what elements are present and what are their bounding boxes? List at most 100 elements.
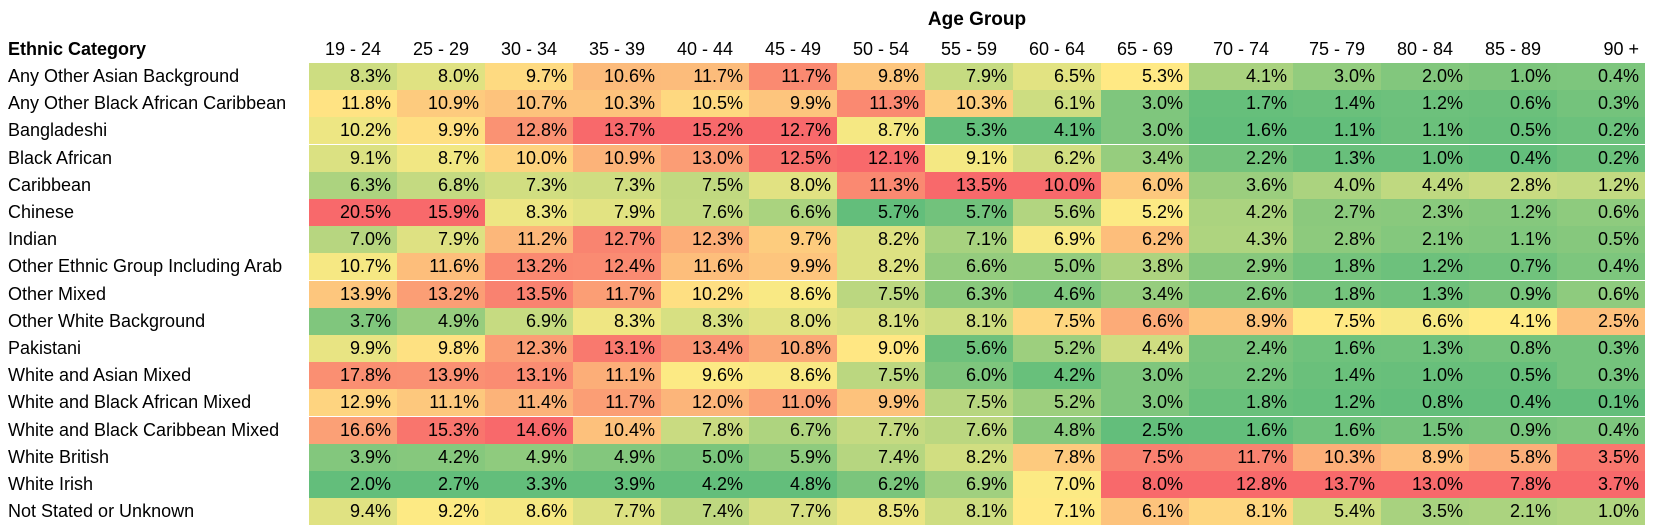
row-label: Any Other Asian Background bbox=[8, 66, 240, 86]
heatmap-cell: 10.9% bbox=[397, 90, 485, 118]
heatmap-cell: 15.3% bbox=[397, 416, 485, 444]
heatmap-cell: 9.6% bbox=[661, 362, 749, 390]
heatmap-cell: 8.2% bbox=[837, 226, 925, 254]
heatmap-cell: 5.7% bbox=[925, 199, 1013, 226]
heatmap-cell: 10.8% bbox=[749, 335, 837, 362]
heatmap-cell: 1.2% bbox=[1469, 199, 1557, 226]
heatmap-cell: 1.6% bbox=[1189, 416, 1293, 444]
heatmap-cell: 15.9% bbox=[397, 199, 485, 226]
heatmap-cell: 1.5% bbox=[1381, 416, 1469, 444]
heatmap-cell: 9.4% bbox=[309, 498, 397, 526]
row-label: Black African bbox=[8, 147, 113, 168]
row-label: White Irish bbox=[8, 474, 94, 494]
heatmap-cell: 2.5% bbox=[1101, 416, 1189, 444]
heatmap-cell: 7.9% bbox=[573, 199, 661, 226]
heatmap-cell: 8.0% bbox=[749, 307, 837, 335]
column-header: 70 - 74 bbox=[1212, 39, 1270, 59]
heatmap-cell: 9.9% bbox=[749, 90, 837, 118]
heatmap-cell: 3.0% bbox=[1293, 63, 1381, 90]
heatmap-cell: 8.1% bbox=[837, 307, 925, 335]
heatmap-cell: 1.3% bbox=[1381, 335, 1469, 362]
heatmap-cell: 1.0% bbox=[1557, 498, 1645, 526]
heatmap-cell: 4.3% bbox=[1189, 226, 1293, 254]
heatmap-cell: 11.0% bbox=[749, 389, 837, 417]
heatmap-cell: 1.0% bbox=[1381, 362, 1469, 390]
heatmap-cell: 8.3% bbox=[485, 199, 573, 226]
heatmap-cell: 10.7% bbox=[485, 90, 573, 118]
heatmap-cell: 2.3% bbox=[1381, 199, 1469, 226]
heatmap-cell: 11.3% bbox=[837, 171, 925, 199]
heatmap-cell: 7.9% bbox=[397, 226, 485, 254]
heatmap-cell: 4.8% bbox=[749, 471, 837, 498]
heatmap-cell: 3.4% bbox=[1101, 144, 1189, 172]
heatmap-cell: 3.9% bbox=[573, 471, 661, 498]
heatmap-cell: 1.7% bbox=[1189, 90, 1293, 118]
heatmap-cell: 0.5% bbox=[1469, 362, 1557, 390]
heatmap-cell: 6.2% bbox=[837, 471, 925, 498]
heatmap-cell: 9.9% bbox=[309, 335, 397, 362]
heatmap-cell: 2.2% bbox=[1189, 362, 1293, 390]
row-label: White and Black Caribbean Mixed bbox=[8, 419, 280, 440]
column-header: 45 - 49 bbox=[764, 39, 822, 59]
heatmap-cell: 13.0% bbox=[661, 144, 749, 172]
heatmap-cell: 5.3% bbox=[1101, 63, 1189, 90]
heatmap-cell: 4.8% bbox=[1013, 416, 1101, 444]
heatmap-cell: 9.1% bbox=[925, 144, 1013, 172]
heatmap-cell: 0.2% bbox=[1557, 144, 1645, 172]
row-label: Not Stated or Unknown bbox=[8, 501, 195, 522]
heatmap-cell: 5.9% bbox=[749, 443, 837, 471]
heatmap-cell: 5.6% bbox=[1013, 199, 1101, 226]
heatmap-cell: 12.0% bbox=[661, 389, 749, 417]
heatmap-cell: 3.0% bbox=[1101, 362, 1189, 390]
heatmap-cell: 9.7% bbox=[749, 226, 837, 254]
row-label: Any Other Black African Caribbean bbox=[8, 93, 287, 114]
heatmap-cell: 4.2% bbox=[397, 443, 485, 471]
heatmap-cell: 6.7% bbox=[749, 416, 837, 444]
heatmap-cell: 6.8% bbox=[397, 171, 485, 199]
heatmap-cell: 5.4% bbox=[1293, 498, 1381, 526]
heatmap-cell: 13.5% bbox=[485, 280, 573, 308]
heatmap-cell: 0.4% bbox=[1469, 144, 1557, 172]
heatmap-cell: 1.0% bbox=[1381, 144, 1469, 172]
heatmap-cell: 1.6% bbox=[1189, 117, 1293, 145]
heatmap-cell: 6.2% bbox=[1013, 144, 1101, 172]
column-header: 35 - 39 bbox=[588, 39, 646, 59]
heatmap-cell: 1.1% bbox=[1469, 226, 1557, 254]
heatmap-cell: 0.3% bbox=[1557, 90, 1645, 118]
heatmap-cell: 9.2% bbox=[397, 498, 485, 526]
heatmap-cell: 0.7% bbox=[1469, 253, 1557, 281]
heatmap-cell: 11.8% bbox=[309, 90, 397, 118]
heatmap-cell: 12.4% bbox=[573, 253, 661, 281]
heatmap-cell: 3.5% bbox=[1381, 498, 1469, 526]
heatmap-cell: 2.7% bbox=[1293, 199, 1381, 226]
heatmap-cell: 2.8% bbox=[1469, 171, 1557, 199]
heatmap-cell: 4.4% bbox=[1381, 171, 1469, 199]
heatmap-cell: 0.2% bbox=[1557, 117, 1645, 145]
heatmap-cell: 1.2% bbox=[1557, 171, 1645, 199]
heatmap-cell: 5.2% bbox=[1013, 389, 1101, 417]
heatmap-cell: 8.7% bbox=[397, 144, 485, 172]
heatmap-cell: 3.0% bbox=[1101, 117, 1189, 145]
heatmap-cell: 0.6% bbox=[1557, 280, 1645, 308]
heatmap-cell: 7.5% bbox=[661, 171, 749, 199]
heatmap-cell: 0.3% bbox=[1557, 362, 1645, 390]
row-label: Other Mixed bbox=[8, 283, 107, 304]
row-label: Bangladeshi bbox=[8, 120, 108, 141]
heatmap-cell: 10.0% bbox=[485, 144, 573, 172]
heatmap-cell: 11.6% bbox=[661, 253, 749, 281]
heatmap-cell: 5.8% bbox=[1469, 443, 1557, 471]
heatmap-cell: 5.2% bbox=[1101, 199, 1189, 226]
heatmap-cell: 1.0% bbox=[1469, 63, 1557, 90]
heatmap-cell: 7.8% bbox=[661, 416, 749, 444]
heatmap-cell: 17.8% bbox=[309, 362, 397, 390]
heatmap-cell: 6.9% bbox=[925, 471, 1013, 498]
heatmap-cell: 7.7% bbox=[749, 498, 837, 526]
heatmap-cell: 9.7% bbox=[485, 63, 573, 90]
heatmap-cell: 0.8% bbox=[1469, 335, 1557, 362]
column-header: 60 - 64 bbox=[1028, 39, 1086, 59]
heatmap-cell: 13.2% bbox=[397, 280, 485, 308]
heatmap-cell: 11.7% bbox=[661, 63, 749, 90]
heatmap-cell: 2.8% bbox=[1293, 226, 1381, 254]
heatmap-cell: 10.7% bbox=[309, 253, 397, 281]
heatmap-cell: 8.1% bbox=[925, 498, 1013, 526]
